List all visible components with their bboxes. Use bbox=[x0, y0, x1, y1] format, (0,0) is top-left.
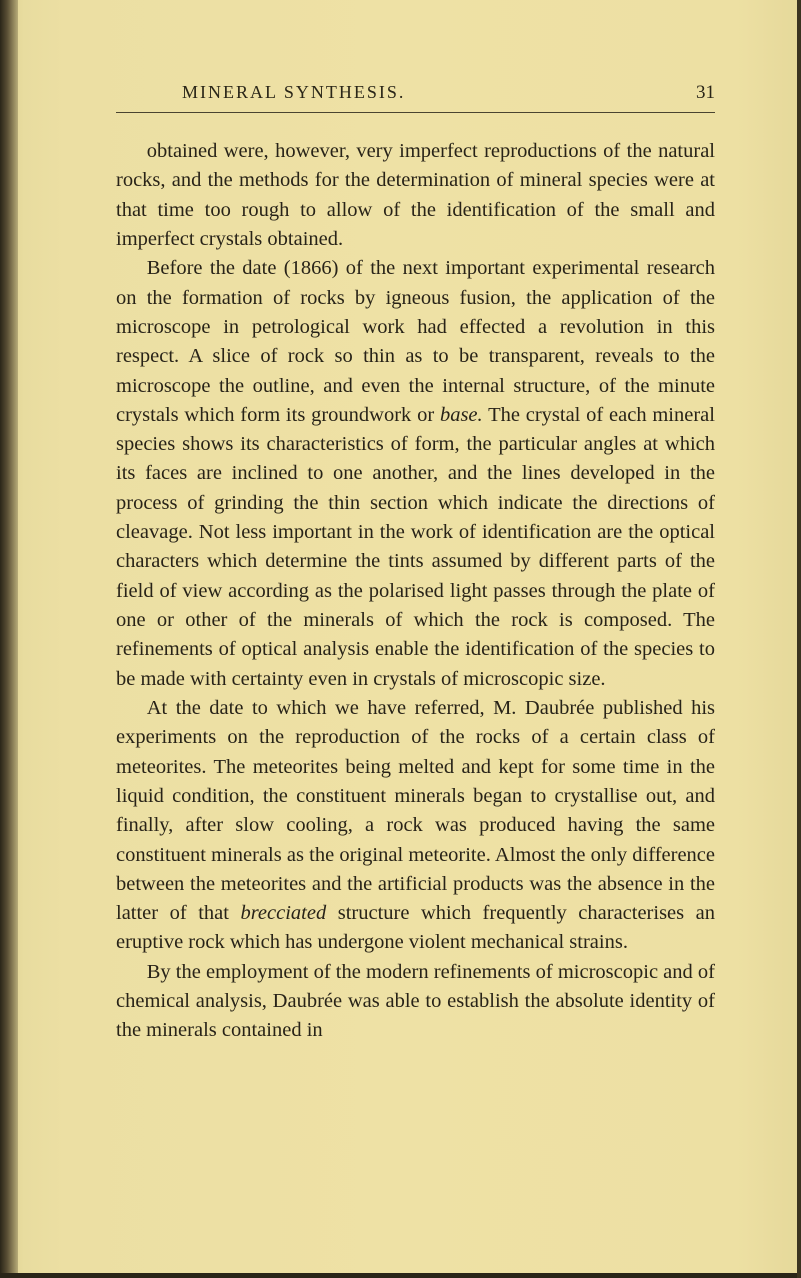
body-text: obtained were, however, very imperfect r… bbox=[112, 137, 723, 1046]
running-title: MINERAL SYNTHESIS. bbox=[182, 82, 405, 103]
header-divider bbox=[116, 112, 715, 113]
italic-brecciated: brecciated bbox=[240, 902, 326, 924]
paragraph-1: obtained were, however, very imperfect r… bbox=[116, 137, 715, 254]
paragraph-3: At the date to which we have referred, M… bbox=[116, 694, 715, 958]
paragraph-2: Before the date (1866) of the next impor… bbox=[116, 254, 715, 694]
page-header: MINERAL SYNTHESIS. 31 bbox=[112, 82, 723, 104]
paragraph-4: By the employment of the modern refineme… bbox=[116, 958, 715, 1046]
italic-base: base. bbox=[440, 404, 483, 426]
book-page: MINERAL SYNTHESIS. 31 obtained were, how… bbox=[0, 0, 801, 1278]
bottom-edge bbox=[0, 1273, 801, 1278]
page-number: 31 bbox=[696, 82, 715, 104]
